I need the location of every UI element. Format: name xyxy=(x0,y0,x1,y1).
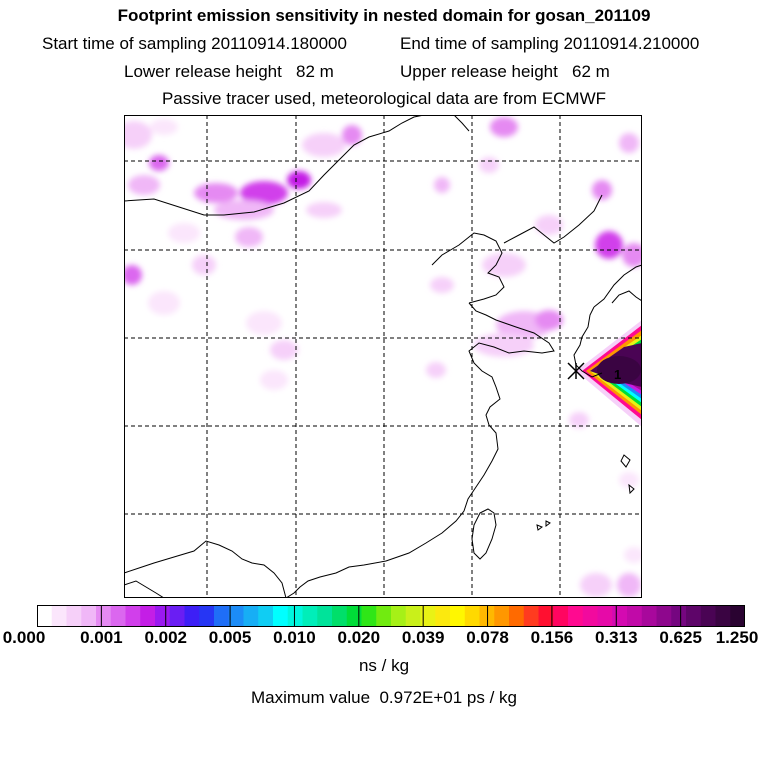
colorbar-cell xyxy=(273,605,289,627)
receptor-label: 1 xyxy=(614,367,621,382)
colorbar-cell xyxy=(228,605,244,627)
colorbar-cell xyxy=(258,605,274,627)
colorbar-units: ns / kg xyxy=(358,656,410,675)
colorbar-cell xyxy=(479,605,495,627)
colorbar-cell xyxy=(317,605,333,627)
colorbar-cell xyxy=(509,605,525,627)
colorbar-tick-label: 0.078 xyxy=(466,628,509,647)
colorbar-cell xyxy=(553,605,569,627)
colorbar-cell xyxy=(523,605,539,627)
end-time-label: End time of sampling 20110914.210000 xyxy=(400,34,700,53)
colorbar-cell xyxy=(568,605,584,627)
colorbar-cell xyxy=(582,605,598,627)
colorbar-cell xyxy=(346,605,362,627)
colorbar-tick-label: 1.250 xyxy=(715,628,759,647)
colorbar-cell xyxy=(420,605,436,627)
colorbar-cell xyxy=(656,605,672,627)
colorbar-cell xyxy=(464,605,480,627)
colorbar-cell xyxy=(538,605,554,627)
colorbar-tick-label: 0.002 xyxy=(144,628,187,647)
colorbar-tick-label: 0.020 xyxy=(337,628,381,647)
colorbar-cell xyxy=(612,605,628,627)
footprint-patches xyxy=(124,117,642,597)
receptor-marker: 1 xyxy=(567,362,621,382)
colorbar-tick-label: 0.005 xyxy=(208,628,252,647)
colorbar-cell xyxy=(51,605,67,627)
colorbar-cell xyxy=(361,605,377,627)
colorbar-cell xyxy=(214,605,230,627)
colorbar-cell xyxy=(125,605,141,627)
colorbar-cell xyxy=(597,605,613,627)
colorbar-cell xyxy=(81,605,97,627)
colorbar-cell xyxy=(435,605,451,627)
colorbar-cell xyxy=(66,605,82,627)
colorbar-cell xyxy=(450,605,466,627)
colorbar-cell xyxy=(730,605,745,627)
colorbar-cell xyxy=(169,605,185,627)
colorbar-tick-label: 0.625 xyxy=(659,628,702,647)
colorbar-cell xyxy=(494,605,510,627)
maximum-value: Maximum value 0.972E+01 ps / kg xyxy=(251,688,517,707)
colorbar-tick-label: 0.313 xyxy=(594,628,638,647)
map-panel: 1 xyxy=(124,115,642,598)
colorbar-cell xyxy=(715,605,731,627)
colorbar-cell xyxy=(155,605,171,627)
colorbar-cell xyxy=(110,605,126,627)
upper-release-label: Upper release height 62 m xyxy=(400,62,610,81)
colorbar xyxy=(37,605,745,627)
colorbar-cell xyxy=(184,605,200,627)
map-frame xyxy=(124,115,642,598)
colorbar-cell xyxy=(627,605,643,627)
colorbar-tick-label: 0.156 xyxy=(530,628,574,647)
colorbar-tick-label: 0.001 xyxy=(80,628,123,647)
colorbar-cell xyxy=(405,605,421,627)
lower-release-label: Lower release height 82 m xyxy=(124,62,334,81)
colorbar-cell xyxy=(140,605,156,627)
colorbar-cell xyxy=(96,605,112,627)
colorbar-tick-label: 0.039 xyxy=(401,628,445,647)
colorbar-cell xyxy=(671,605,687,627)
colorbar-cell xyxy=(199,605,215,627)
footprint-plume xyxy=(576,320,642,427)
coastlines xyxy=(124,115,642,598)
colorbar-cell xyxy=(302,605,318,627)
colorbar-cell xyxy=(37,605,53,627)
colorbar-tick-label: 0.000 xyxy=(2,628,46,647)
graticule xyxy=(124,115,642,598)
colorbar-cell xyxy=(391,605,407,627)
colorbar-tick-label: 0.010 xyxy=(273,628,316,647)
colorbar-cell xyxy=(376,605,392,627)
start-time-label: Start time of sampling 20110914.180000 xyxy=(42,34,347,53)
colorbar-cell xyxy=(332,605,348,627)
colorbar-cell xyxy=(243,605,259,627)
map-title: Footprint emission sensitivity in nested… xyxy=(117,6,651,25)
colorbar-cell xyxy=(686,605,702,627)
info-line: Passive tracer used, meteorological data… xyxy=(161,89,607,108)
colorbar-cell xyxy=(641,605,657,627)
colorbar-cell xyxy=(287,605,303,627)
colorbar-cell xyxy=(700,605,716,627)
